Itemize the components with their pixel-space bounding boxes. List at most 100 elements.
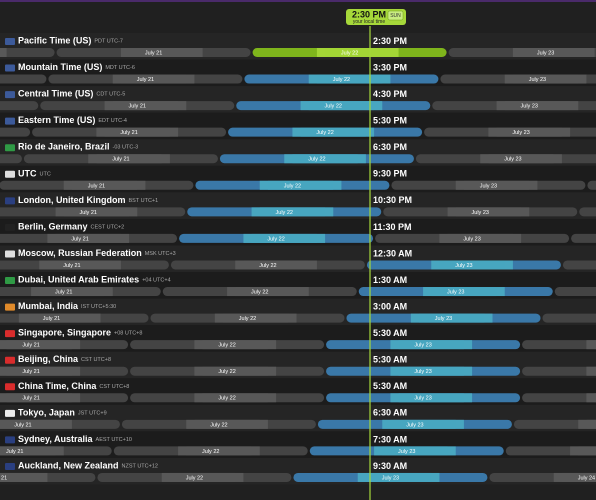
zone-offset: PDT UTC-7 bbox=[94, 39, 123, 45]
day-bar: July 22 bbox=[187, 207, 382, 217]
day-worktime bbox=[202, 340, 268, 350]
day-label: July 22 bbox=[202, 449, 219, 455]
day-bar bbox=[0, 48, 55, 57]
zone-label: Eastern Time (US) EDT UTC-4 bbox=[18, 116, 127, 126]
day-worktime bbox=[71, 180, 138, 190]
zone-offset: CEST UTC+2 bbox=[91, 225, 125, 231]
zone-name: Mountain Time (US) bbox=[18, 62, 102, 72]
zone-offset: MSK UTC+3 bbox=[145, 251, 176, 257]
flag bbox=[5, 64, 15, 72]
zone-row: Rio de Janeiro, Brazil -03 UTC-3 6:30 PM Ju… bbox=[0, 139, 596, 166]
day-segment bbox=[0, 154, 22, 164]
flag bbox=[5, 223, 15, 231]
day-worktime bbox=[63, 207, 130, 217]
day-worktime bbox=[194, 419, 260, 429]
day-segment bbox=[522, 340, 596, 350]
day-bar: July 21 bbox=[48, 74, 243, 84]
day-worktime bbox=[202, 393, 268, 403]
flag bbox=[5, 330, 15, 338]
day-bar: July 23 bbox=[346, 313, 541, 323]
day-bar: July 23 bbox=[326, 366, 521, 376]
day-worktime bbox=[186, 446, 252, 456]
day-label: July 21 bbox=[14, 422, 31, 428]
day-worktime bbox=[561, 472, 596, 482]
day-bar: July 21 bbox=[32, 127, 227, 137]
day-worktime bbox=[488, 154, 554, 164]
day-label: July 22 bbox=[341, 50, 358, 56]
day-label: July 23 bbox=[414, 343, 431, 349]
day-bar: July 23 bbox=[432, 101, 596, 111]
day-bar bbox=[522, 340, 596, 350]
day-worktime bbox=[594, 340, 596, 350]
day-label: July 22 bbox=[218, 369, 235, 375]
flag bbox=[5, 356, 15, 364]
zone-name: Pacific Time (US) bbox=[18, 36, 91, 46]
day-label: July 22 bbox=[276, 210, 293, 216]
day-worktime bbox=[390, 419, 456, 429]
day-bar: July 21 bbox=[0, 446, 112, 456]
day-daytime bbox=[586, 340, 596, 350]
day-label: July 23 bbox=[382, 475, 399, 481]
day-bar: July 21 bbox=[0, 233, 178, 243]
day-label: July 22 bbox=[267, 236, 284, 242]
zone-time: 3:00 AM bbox=[373, 301, 407, 311]
day-bar: July 22 bbox=[228, 127, 423, 137]
day-bar: July 21 bbox=[40, 101, 235, 111]
day-bar: July 21 bbox=[0, 419, 120, 429]
zone-time: 9:30 AM bbox=[373, 461, 407, 471]
day-bar: July 22 bbox=[236, 101, 431, 111]
zone-time: 5:30 AM bbox=[373, 355, 407, 365]
day-worktime bbox=[47, 260, 113, 270]
day-worktime bbox=[112, 101, 179, 111]
day-segment bbox=[0, 74, 47, 84]
zone-time: 6:30 PM bbox=[373, 142, 407, 152]
day-bar: July 21 bbox=[0, 393, 129, 403]
zone-row: Sydney, Australia AEST UTC+10 7:30 AM July … bbox=[0, 431, 596, 458]
day-bar: July 21 bbox=[23, 154, 218, 164]
zone-label: Mountain Time (US) MDT UTC-6 bbox=[18, 62, 135, 72]
day-label: July 21 bbox=[22, 343, 39, 349]
day-bar: July 22 bbox=[97, 472, 292, 482]
zone-offset: AEST UTC+10 bbox=[96, 437, 132, 443]
day-bar: July 22 bbox=[219, 154, 414, 164]
zone-name: UTC bbox=[18, 169, 37, 179]
zone-name: Moscow, Russian Federation bbox=[18, 248, 142, 258]
zone-offset: MDT UTC-6 bbox=[105, 66, 135, 72]
zone-row: China Time, China CST UTC+8 5:30 AM July 21… bbox=[0, 378, 596, 405]
zone-row: Pacific Time (US) PDT UTC-7 2:30 PM July 21… bbox=[0, 33, 596, 60]
flag bbox=[5, 91, 15, 99]
day-worktime bbox=[398, 393, 464, 403]
day-bar bbox=[0, 74, 47, 84]
day-worktime bbox=[267, 180, 334, 190]
day-worktime bbox=[104, 127, 170, 137]
day-worktime bbox=[6, 393, 72, 403]
zone-name: Beijing, China bbox=[18, 355, 79, 365]
day-worktime bbox=[521, 48, 587, 57]
zone-offset: CST UTC+8 bbox=[81, 358, 111, 364]
day-segment bbox=[571, 233, 596, 243]
day-segment bbox=[522, 393, 596, 403]
day-label: July 23 bbox=[447, 289, 464, 295]
day-bar: July 24 bbox=[489, 472, 596, 482]
zone-label: China Time, China CST UTC+8 bbox=[18, 381, 129, 391]
day-label: July 22 bbox=[186, 475, 203, 481]
day-bar: July 23 bbox=[440, 74, 596, 84]
day-worktime bbox=[431, 287, 497, 297]
day-bar: July 23 bbox=[383, 207, 578, 217]
day-worktime bbox=[202, 366, 268, 376]
zone-offset: IST UTC+5:30 bbox=[81, 305, 116, 311]
zone-offset: CST UTC+8 bbox=[99, 384, 129, 390]
zone-time: 5:30 PM bbox=[373, 116, 407, 126]
zone-name: Sydney, Australia bbox=[18, 434, 94, 444]
day-bar bbox=[562, 260, 596, 270]
day-label: July 21 bbox=[22, 369, 39, 375]
day-bar: July 21 bbox=[56, 48, 251, 57]
zone-time: 7:30 AM bbox=[373, 434, 407, 444]
zone-name: Tokyo, Japan bbox=[18, 408, 75, 418]
day-label: July 23 bbox=[529, 77, 546, 83]
zone-label: Singapore, Singapore +08 UTC+8 bbox=[18, 328, 142, 338]
day-worktime bbox=[235, 287, 301, 297]
day-bar bbox=[522, 366, 596, 376]
